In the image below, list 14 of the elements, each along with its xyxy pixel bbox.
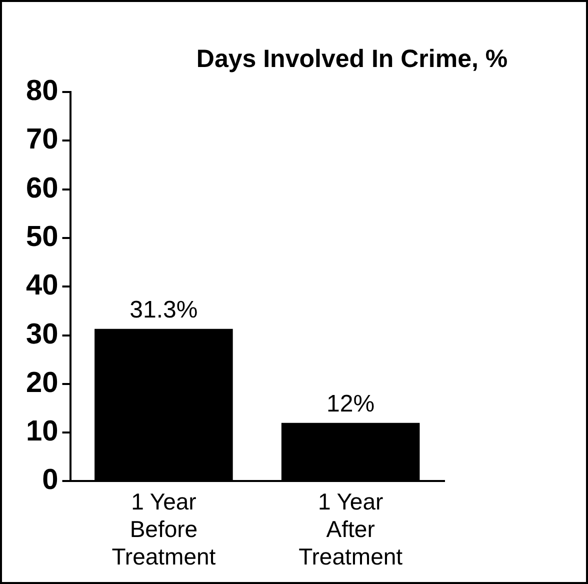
y-tick-label: 0: [42, 464, 58, 496]
y-tick-label: 30: [26, 318, 58, 350]
y-tick-label: 70: [26, 124, 58, 156]
y-tick-label: 80: [26, 75, 58, 107]
chart-title: Days Involved In Crime, %: [196, 45, 508, 73]
y-tick-label: 10: [26, 416, 58, 448]
y-tick-label: 60: [26, 172, 58, 204]
y-tick-label: 20: [26, 366, 58, 399]
y-tick-label: 40: [26, 270, 58, 302]
x-tick-label: 1 Year Before Treatment: [112, 488, 216, 570]
data-label: 12%: [326, 390, 375, 418]
data-label: 31.3%: [130, 296, 198, 324]
y-tick-label: 50: [26, 220, 58, 253]
x-tick-label: 1 Year After Treatment: [298, 488, 404, 570]
